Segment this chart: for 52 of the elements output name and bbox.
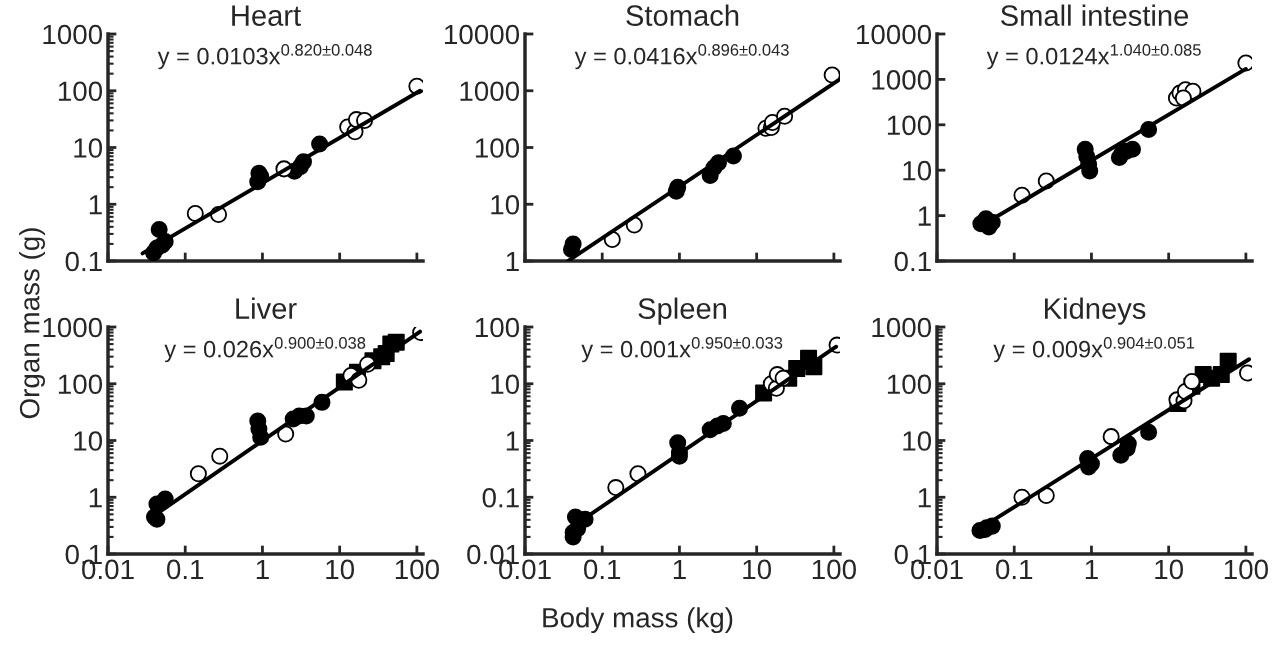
y-tick-label: 10: [903, 431, 932, 451]
annotation: y = 0.001x$^{0.950±0.033}$: [581, 337, 783, 363]
x-axis-title: Body mass (kg): [543, 607, 733, 634]
x-tick-label: 1: [256, 559, 269, 579]
chart-title: Kidneys: [1045, 297, 1146, 325]
x-tick-label: 10: [1155, 559, 1184, 580]
y-tick-label: 10: [491, 374, 520, 395]
x-tick-label: 10: [743, 559, 772, 580]
chart-title: Stomach: [626, 4, 739, 26]
y-tick-label: 1000: [872, 70, 932, 90]
y-tick-label: 0.1: [894, 251, 931, 272]
y-tick-label: 1: [89, 195, 102, 215]
y-tick-label: 10000: [445, 24, 520, 45]
y-tick-label: 1: [918, 488, 931, 508]
annotation: y = 0.026x$^{0.900±0.038}$: [164, 337, 366, 363]
y-tick-label: 10: [74, 138, 103, 158]
x-tick-label: 100: [812, 559, 856, 580]
annotation: y = 0.0124x$^{1.040±0.085}$: [986, 44, 1201, 70]
x-tick-label: 1: [673, 559, 686, 579]
y-tick-label: 1000: [43, 24, 103, 45]
x-tick-label: 0.1: [167, 559, 204, 580]
y-tick-label: 0.1: [482, 487, 519, 508]
x-tick-label: 0.1: [996, 559, 1033, 580]
annotation: y = 0.0416x$^{0.896±0.043}$: [574, 44, 789, 70]
annotation: y = 0.0103x$^{0.820±0.048}$: [157, 44, 372, 70]
chart-title: Heart: [232, 5, 301, 26]
x-tick-label: 100: [1224, 559, 1268, 580]
y-tick-label: 1000: [872, 317, 932, 338]
y-tick-label: 0.1: [65, 251, 102, 272]
x-tick-label: 100: [395, 559, 439, 580]
y-tick-label: 100: [58, 374, 103, 395]
y-tick-label: 10: [903, 160, 932, 181]
y-tick-label: 10000: [857, 24, 932, 45]
y-tick-label: 100: [475, 317, 520, 338]
y-tick-label: 100: [887, 115, 932, 136]
annotation: y = 0.009x$^{0.904±0.051}$: [993, 337, 1195, 363]
y-tick-label: 1: [89, 488, 102, 508]
y-tick-label: 10: [491, 194, 520, 215]
x-tick-label: 1: [1085, 559, 1098, 579]
y-tick-label: 100: [58, 81, 103, 102]
chart-title: Spleen: [638, 297, 727, 325]
y-tick-label: 1000: [460, 81, 520, 102]
y-tick-label: 1: [506, 251, 519, 272]
y-tick-label: 1: [506, 431, 519, 451]
y-tick-label: 1: [918, 206, 931, 226]
x-tick-label: 0.1: [584, 559, 621, 580]
y-tick-label: 100: [887, 374, 932, 395]
chart-title: Small intestine: [1001, 4, 1189, 26]
x-tick-label: 10: [326, 559, 355, 580]
y-tick-label: 10: [74, 431, 103, 451]
y-tick-label: 100: [475, 138, 520, 158]
chart-title: Liver: [236, 297, 297, 319]
